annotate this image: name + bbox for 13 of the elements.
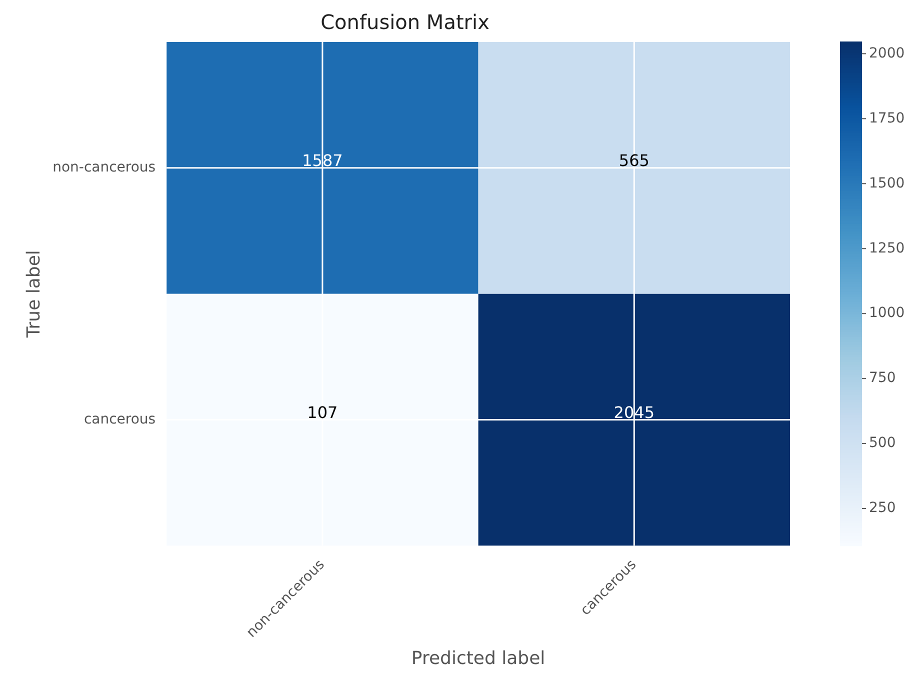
data-label: 565	[618, 151, 650, 170]
color-bar-label: 1500	[869, 175, 905, 192]
color-bar-label: 750	[869, 370, 896, 386]
chart-title: Confusion Matrix	[320, 10, 490, 34]
y-axis-title: True label	[23, 250, 44, 339]
color-bar-label: 2000	[869, 45, 905, 62]
color-bar-label: 1250	[869, 240, 905, 256]
color-bar-label: 500	[869, 435, 896, 452]
color-bar-label: 1750	[869, 110, 905, 126]
color-bar-label: 250	[869, 500, 896, 516]
color-bar-label: 1000	[869, 305, 905, 322]
x-axis-title: Predicted label	[411, 648, 546, 669]
data-label: 107	[307, 402, 338, 422]
